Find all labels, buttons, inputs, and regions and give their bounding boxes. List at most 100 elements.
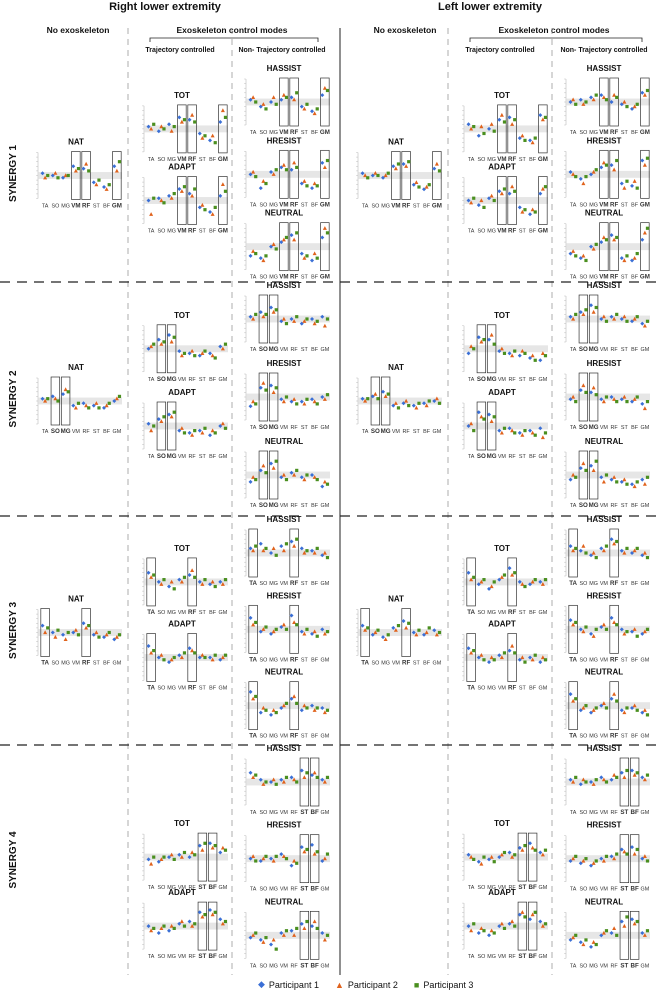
muscle-label-GM: GM (321, 887, 330, 893)
muscle-label-BF: BF (311, 347, 319, 353)
point-p2 (612, 475, 617, 479)
point-p3 (574, 400, 578, 404)
point-p2 (571, 622, 576, 627)
point-p3 (604, 319, 609, 323)
highlight-box-RF (289, 528, 299, 578)
highlight-box-BF (527, 832, 538, 882)
point-p2 (220, 655, 225, 660)
point-p3 (615, 235, 619, 240)
baseline-band (566, 931, 650, 939)
point-p1 (320, 395, 325, 399)
highlight-box-BF (527, 901, 538, 951)
point-p1 (599, 856, 604, 861)
point-p2 (251, 775, 256, 779)
muscle-label-SO: SO (259, 346, 268, 353)
highlight-box-ST (299, 834, 310, 884)
point-p1 (91, 180, 96, 185)
point-p1 (466, 122, 471, 127)
point-p2 (210, 133, 215, 138)
point-p3 (502, 187, 507, 191)
muscle-label-MG: MG (487, 885, 496, 891)
muscle-label-BF: BF (103, 429, 111, 435)
muscle-label-SO: SO (477, 376, 486, 383)
point-p2 (612, 926, 617, 931)
point-p2 (210, 912, 215, 917)
muscle-label-TA: TA (570, 810, 577, 816)
point-p3 (305, 549, 309, 553)
point-p3 (492, 342, 496, 346)
point-p3 (594, 627, 598, 631)
point-p2 (251, 316, 256, 321)
point-p3 (386, 171, 390, 175)
point-p2 (520, 848, 525, 852)
highlight-box-RF (289, 77, 299, 127)
muscle-label-ST: ST (519, 610, 527, 616)
point-p3 (543, 431, 548, 435)
point-p2 (292, 319, 297, 323)
muscle-label-VM: VM (600, 347, 609, 353)
point-p2 (571, 856, 576, 861)
muscle-label-TA: TA (569, 733, 577, 740)
point-p2 (479, 926, 484, 930)
highlight-box-GM (538, 104, 548, 154)
muscle-label-RF: RF (509, 454, 517, 460)
muscle-label-TA: TA (570, 130, 577, 136)
point-p3 (76, 633, 81, 637)
point-p2 (261, 627, 266, 631)
point-p2 (114, 396, 119, 401)
highlight-box-MG (268, 372, 279, 422)
point-p2 (612, 237, 617, 242)
point-p3 (645, 859, 650, 863)
highlight-box-RF (507, 104, 517, 154)
point-p2 (520, 582, 525, 586)
point-p1 (507, 191, 512, 196)
point-p3 (574, 775, 578, 779)
point-p3 (574, 175, 578, 179)
point-p3 (427, 183, 431, 187)
point-p1 (589, 463, 594, 468)
point-p3 (305, 919, 309, 924)
muscle-label-RF: RF (402, 203, 410, 210)
point-p2 (312, 550, 317, 555)
point-p2 (281, 237, 286, 242)
point-p2 (322, 226, 327, 230)
point-p1 (177, 349, 182, 354)
point-p2 (220, 582, 225, 586)
muscle-label-MG: MG (269, 810, 278, 816)
point-p3 (264, 107, 268, 111)
point-p1 (279, 397, 284, 402)
point-p2 (271, 708, 276, 712)
point-p1 (487, 933, 492, 938)
muscle-label-RF: RF (508, 156, 516, 163)
point-p3 (635, 771, 639, 775)
point-p2 (251, 696, 256, 701)
point-p1 (299, 708, 304, 713)
muscle-label-SO: SO (579, 734, 587, 740)
highlight-box-GM (320, 77, 330, 127)
muscle-label-GM: GM (321, 347, 330, 353)
point-p3 (604, 395, 609, 399)
point-p1 (258, 710, 263, 715)
muscle-label-TA: TA (42, 429, 49, 435)
point-p2 (642, 550, 647, 555)
highlight-box-VM (279, 77, 289, 127)
point-p3 (523, 351, 527, 355)
point-p3 (193, 120, 197, 124)
point-p2 (530, 912, 535, 917)
muscle-label-RF: RF (291, 503, 299, 509)
point-p2 (281, 399, 286, 404)
point-p3 (274, 782, 278, 786)
point-p2 (363, 628, 368, 632)
point-p1 (401, 619, 406, 623)
point-p1 (289, 863, 294, 868)
muscle-label-VM: VM (599, 201, 608, 208)
point-p3 (615, 623, 619, 627)
point-p1 (269, 712, 274, 717)
panel-title: HRESIST (587, 136, 622, 145)
point-p3 (604, 706, 609, 710)
point-p3 (87, 169, 91, 173)
muscle-label-SO: SO (371, 428, 380, 435)
